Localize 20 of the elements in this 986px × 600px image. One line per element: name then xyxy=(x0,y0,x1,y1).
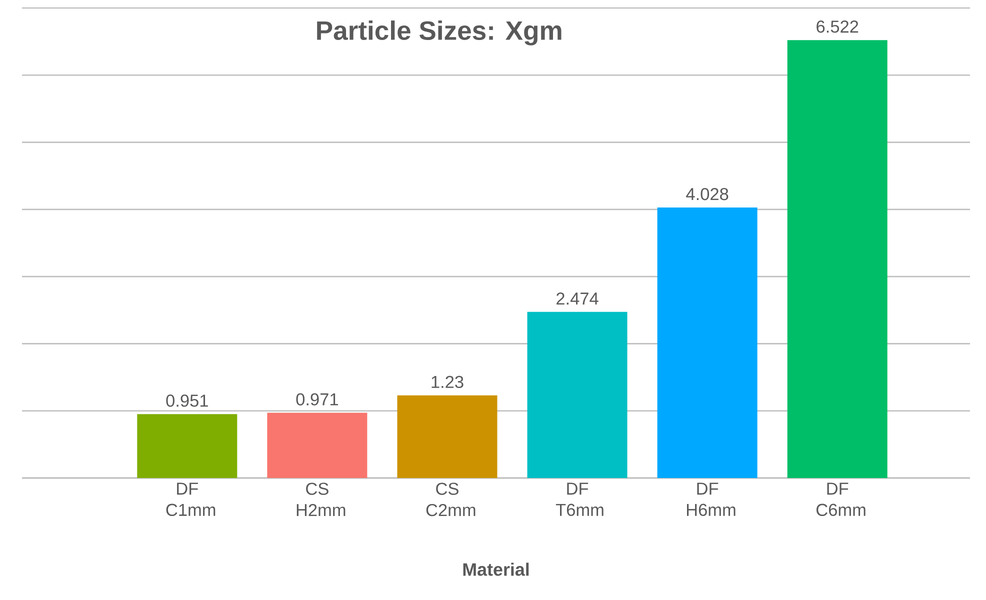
bar xyxy=(657,208,758,478)
data-label: 1.23 xyxy=(432,376,464,388)
data-label: 0.971 xyxy=(296,393,338,406)
data-label: 0.951 xyxy=(166,394,208,407)
chart-title: Particle Sizes: Xgm xyxy=(317,20,562,46)
data-label: 6.522 xyxy=(816,20,858,33)
data-label: 4.028 xyxy=(686,188,728,200)
x-axis-title: Material xyxy=(463,562,529,576)
bar xyxy=(137,414,238,478)
x-tick-label: DF C1mm xyxy=(166,482,216,516)
x-tick-label: DF H6mm xyxy=(687,482,736,516)
x-tick-label: DF T6mm xyxy=(556,482,604,516)
data-label: 2.474 xyxy=(556,292,598,305)
bar xyxy=(267,412,368,478)
bar xyxy=(787,40,888,478)
bar xyxy=(527,312,628,478)
x-tick-label: CS H2mm xyxy=(296,482,346,516)
x-tick-label: DF C6mm xyxy=(816,482,866,516)
bar xyxy=(397,395,498,478)
x-tick-label: CS C2mm xyxy=(426,482,476,516)
